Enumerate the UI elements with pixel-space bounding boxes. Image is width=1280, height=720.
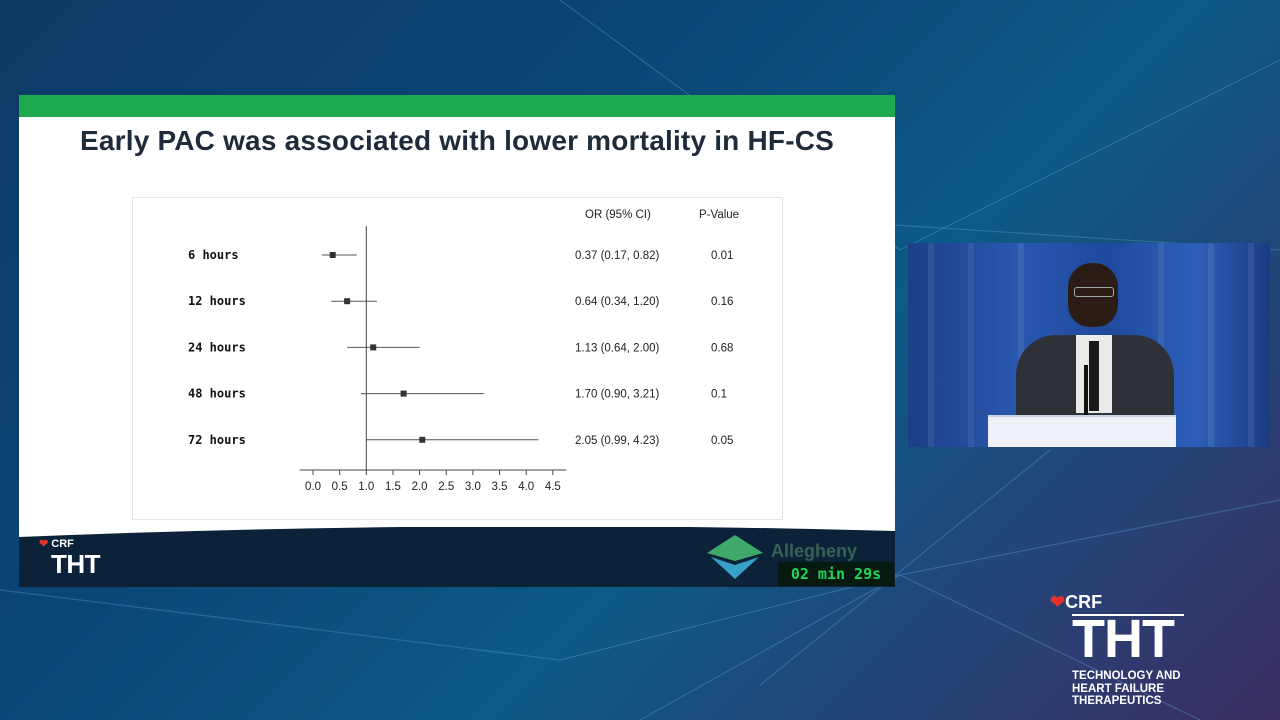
x-tick-label: 2.5 xyxy=(438,481,454,493)
allegheny-logo-icon xyxy=(707,535,763,579)
heart-icon: ❤ xyxy=(39,538,49,550)
p-value: 0.05 xyxy=(711,435,733,447)
glasses-icon xyxy=(1074,287,1114,297)
countdown-timer: 02 min 29s xyxy=(778,562,894,586)
or-value: 0.37 (0.17, 0.82) xyxy=(575,250,660,262)
row-label: 24 hours xyxy=(188,340,246,354)
row-label: 12 hours xyxy=(188,294,246,308)
presentation-slide: Early PAC was associated with lower mort… xyxy=(19,95,895,587)
podium xyxy=(988,415,1176,447)
x-tick-label: 4.5 xyxy=(545,481,561,493)
logo-subtitle-line2: HEART FAILURE THERAPEUTICS xyxy=(1072,683,1164,707)
point-estimate xyxy=(419,436,426,443)
x-tick-label: 0.5 xyxy=(332,481,348,493)
point-estimate xyxy=(344,298,351,305)
tht-wordmark: THT xyxy=(1072,609,1175,669)
x-tick-label: 3.0 xyxy=(465,481,481,493)
x-tick-label: 2.0 xyxy=(412,481,428,493)
x-tick-label: 3.5 xyxy=(492,481,508,493)
x-tick-label: 1.5 xyxy=(385,481,401,493)
x-tick-label: 1.0 xyxy=(358,481,374,493)
point-estimate xyxy=(370,344,377,351)
p-value: 0.1 xyxy=(711,389,727,401)
point-estimate xyxy=(400,390,407,397)
p-value: 0.01 xyxy=(711,250,733,262)
microphone-icon xyxy=(1084,365,1088,415)
speaker-video xyxy=(908,243,1270,447)
row-label: 6 hours xyxy=(188,248,239,262)
slide-footer xyxy=(19,527,895,587)
heart-icon: ❤ xyxy=(1050,592,1066,612)
slide-top-bar xyxy=(19,95,895,117)
row-label: 48 hours xyxy=(188,387,246,401)
x-tick-label: 0.0 xyxy=(305,481,321,493)
or-value: 1.13 (0.64, 2.00) xyxy=(575,342,660,354)
forest-plot: OR (95% CI) P-Value 6 hours 0.37 (0.17, 0… xyxy=(132,197,783,520)
or-value: 2.05 (0.99, 4.23) xyxy=(575,435,660,447)
point-estimate xyxy=(329,252,336,258)
footer-tht-logo: ❤ CRF THT xyxy=(39,538,101,579)
sponsor-name: Allegheny xyxy=(771,541,858,561)
or-value: 0.64 (0.34, 1.20) xyxy=(575,296,660,308)
x-tick-label: 4.0 xyxy=(518,481,534,493)
or-column-header: OR (95% CI) xyxy=(585,209,651,221)
p-value: 0.68 xyxy=(711,342,733,354)
p-value: 0.16 xyxy=(711,296,733,308)
logo-subtitle-line1: TECHNOLOGY AND xyxy=(1072,670,1181,682)
slide-title: Early PAC was associated with lower mort… xyxy=(79,125,835,156)
row-label: 72 hours xyxy=(188,433,246,447)
or-value: 1.70 (0.90, 3.21) xyxy=(575,389,660,401)
tht-conference-logo: ❤CRF THT TECHNOLOGY AND HEART FAILURE TH… xyxy=(1048,590,1248,707)
p-value-column-header: P-Value xyxy=(699,209,739,221)
